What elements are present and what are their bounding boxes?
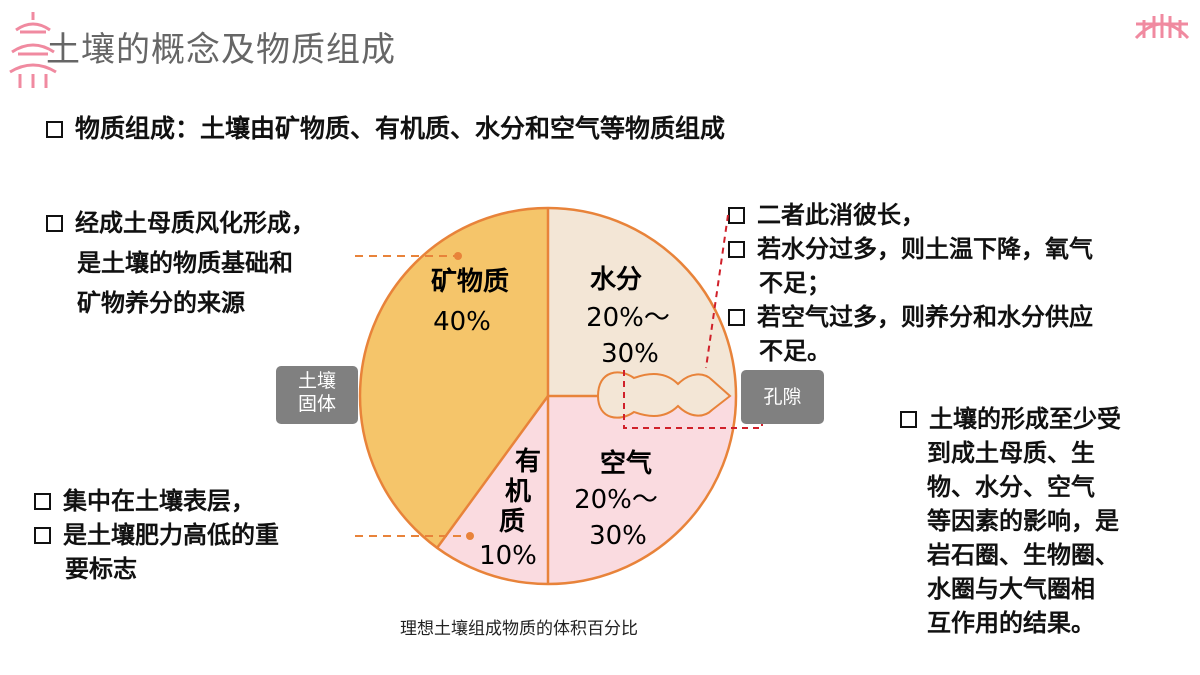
connector-organic-dot	[466, 532, 474, 540]
top-right-item-2: 若水分过多，则土温下降，氧气	[728, 232, 1093, 266]
intro-line: 物质组成：土壤由矿物质、有机质、水分和空气等物质组成	[46, 112, 725, 146]
pie-divider-organic	[435, 395, 550, 549]
slice-mineral	[359, 207, 548, 549]
top-right-text-2-cont: 不足；	[759, 269, 831, 297]
top-right-item-3: 若空气过多，则养分和水分供应	[728, 300, 1093, 334]
soil-solid-tag: 土壤 固体	[276, 366, 358, 424]
left-note-text-3: 矿物养分的来源	[77, 289, 245, 317]
label-organic-3: 质	[499, 507, 525, 537]
right-text-4: 等因素的影响，是	[927, 507, 1119, 535]
top-right-text-3: 若空气过多，则养分和水分供应	[757, 303, 1093, 331]
bottom-left-text-1: 集中在土壤表层，	[63, 487, 255, 515]
bullet-square-icon	[34, 527, 51, 544]
bullet-square-icon	[34, 493, 51, 510]
value-air-2: 30%	[589, 521, 647, 551]
top-right-text-1: 二者此消彼长，	[757, 201, 925, 229]
bullet-square-icon	[900, 411, 917, 428]
label-organic-1: 有	[515, 447, 541, 477]
top-right-text-2: 若水分过多，则土温下降，氧气	[757, 235, 1093, 263]
label-water: 水分	[590, 265, 642, 295]
left-note-text-2: 是土壤的物质基础和	[77, 249, 293, 277]
right-item-1: 土壤的形成至少受	[900, 402, 1121, 436]
bullet-square-icon	[46, 121, 63, 138]
right-note: 土壤的形成至少受 到成土母质、生 物、水分、空气 等因素的影响，是 岩石圈、生物…	[900, 402, 1121, 640]
right-text-3: 物、水分、空气	[927, 473, 1095, 501]
bullet-square-icon	[728, 309, 745, 326]
value-water-1: 20%～	[586, 303, 670, 333]
slice-organic	[437, 396, 548, 585]
value-organic: 10%	[479, 541, 537, 571]
bottom-left-item-2: 是土壤肥力高低的重	[34, 518, 279, 552]
connector-mineral-dot	[454, 252, 462, 260]
top-right-note: 二者此消彼长， 若水分过多，则土温下降，氧气 不足； 若空气过多，则养分和水分供…	[728, 198, 1093, 368]
right-text-5: 岩石圈、生物圈、	[927, 541, 1119, 569]
bullet-square-icon	[728, 241, 745, 258]
pore-tag: 孔隙	[741, 370, 824, 424]
bottom-left-item-1: 集中在土壤表层，	[34, 484, 279, 518]
value-water-2: 30%	[601, 339, 659, 369]
bullet-square-icon	[46, 215, 63, 232]
right-text-1: 土壤的形成至少受	[929, 405, 1121, 433]
soil-solid-tag-line-2: 固体	[297, 393, 336, 415]
left-note: 经成土母质风化形成， 是土壤的物质基础和 矿物养分的来源	[46, 206, 315, 320]
top-right-item-1: 二者此消彼长，	[728, 198, 1093, 232]
slice-air	[548, 396, 736, 584]
label-mineral: 矿物质	[431, 266, 509, 297]
label-organic-2: 机	[505, 477, 531, 507]
right-text-6: 水圈与大气圈相	[927, 575, 1095, 603]
bottom-left-text-2-cont: 要标志	[65, 555, 137, 583]
chart-caption: 理想土壤组成物质的体积百分比	[400, 619, 638, 639]
pore-notch	[596, 371, 732, 419]
intro-text: 物质组成：土壤由矿物质、有机质、水分和空气等物质组成	[75, 114, 726, 143]
bridge-logo-icon	[1134, 14, 1190, 40]
pore-connector	[705, 214, 729, 369]
bullet-square-icon	[728, 207, 745, 224]
top-right-text-3-cont: 不足。	[759, 337, 831, 365]
value-air-1: 20%～	[574, 485, 658, 515]
right-text-2: 到成土母质、生	[927, 439, 1095, 467]
left-note-line-1: 经成土母质风化形成，	[46, 206, 315, 240]
soil-solid-tag-line-1: 土壤	[297, 370, 336, 392]
left-note-text-1: 经成土母质风化形成，	[75, 209, 315, 237]
value-mineral: 40%	[433, 307, 491, 337]
right-text-7: 互作用的结果。	[927, 609, 1095, 637]
pagoda-logo-icon	[9, 12, 57, 88]
label-air: 空气	[600, 448, 652, 479]
page-title: 土壤的概念及物质组成	[46, 30, 396, 70]
slice-water	[548, 208, 736, 396]
bottom-left-note: 集中在土壤表层， 是土壤肥力高低的重 要标志	[34, 484, 279, 586]
bottom-left-text-2: 是土壤肥力高低的重	[63, 521, 279, 549]
